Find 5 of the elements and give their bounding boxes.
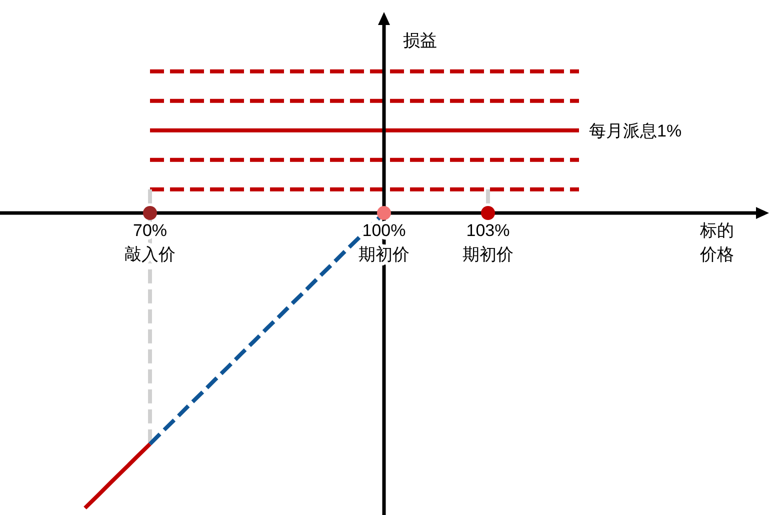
category-label: 70% 敲入价 xyxy=(124,221,176,264)
category-label: 103% 期初价 xyxy=(462,221,514,264)
annotation: 标的价格 xyxy=(700,221,734,264)
series-label: 每月派息1% xyxy=(589,121,682,140)
y-axis-title: 损益 xyxy=(403,31,437,50)
